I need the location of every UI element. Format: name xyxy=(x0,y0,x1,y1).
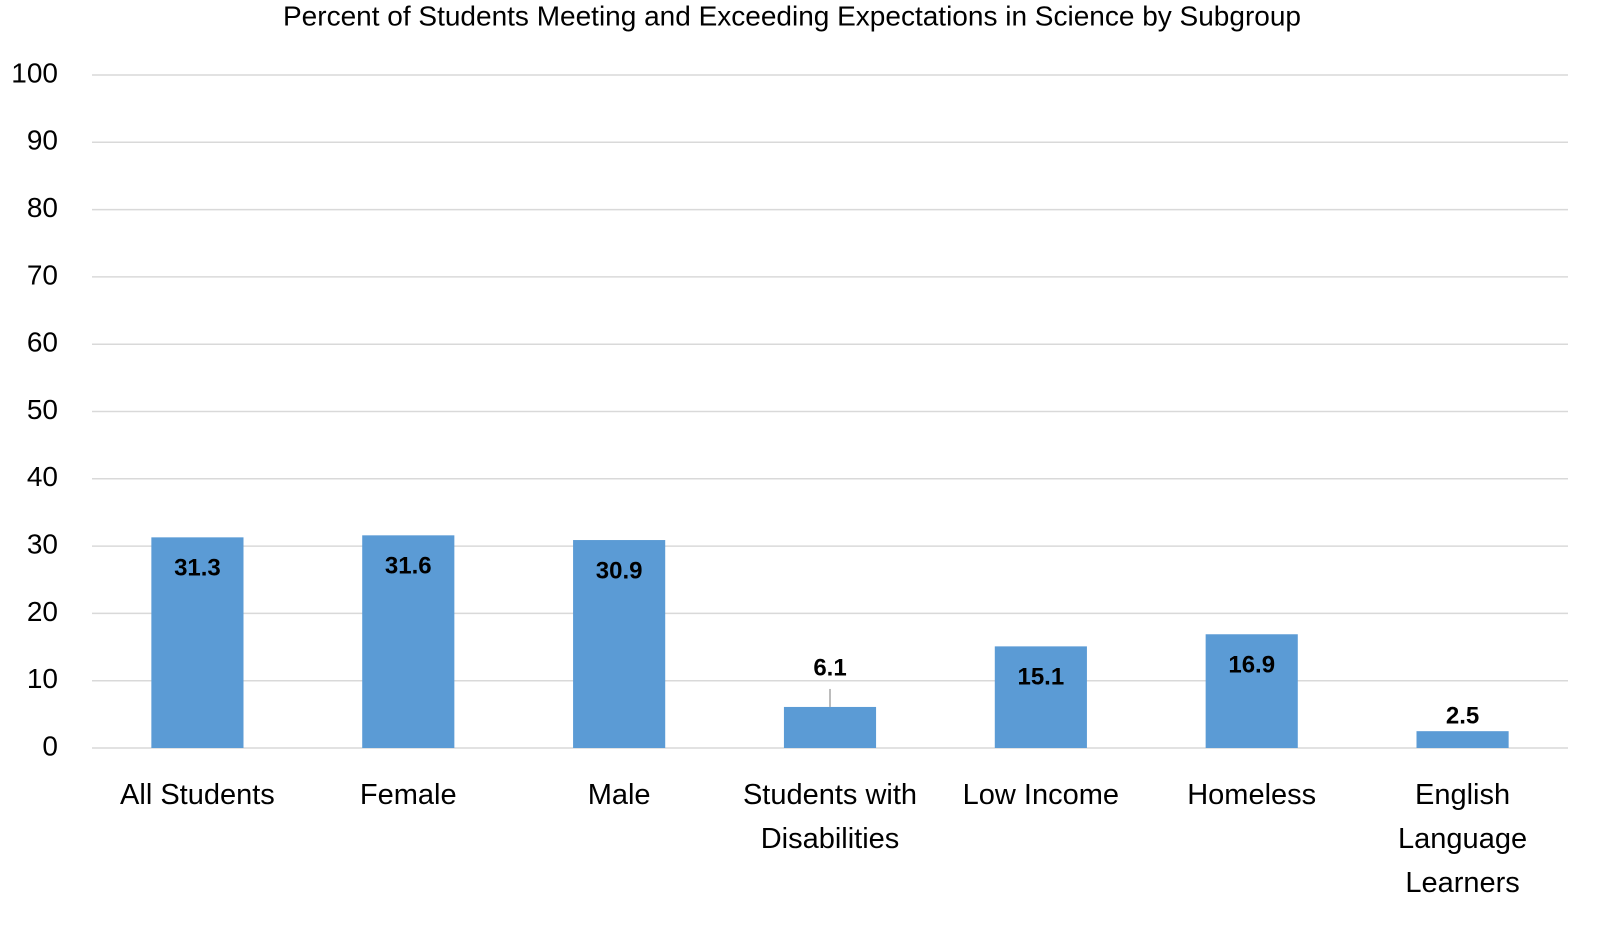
x-tick-label: Low Income xyxy=(962,779,1120,811)
data-label: 2.5 xyxy=(1446,703,1479,730)
x-tick-label: Female xyxy=(359,779,457,811)
x-tick-label: Homeless xyxy=(1187,779,1317,811)
y-tick-label: 80 xyxy=(27,192,58,223)
bar xyxy=(1205,634,1298,748)
y-tick-label: 20 xyxy=(27,596,58,627)
x-tick-label: All Students xyxy=(120,779,275,811)
y-tick-label: 30 xyxy=(27,528,58,559)
bar xyxy=(151,537,244,748)
y-tick-label: 0 xyxy=(42,730,58,761)
bar xyxy=(783,706,877,748)
y-tick-label: 50 xyxy=(27,394,58,425)
bar xyxy=(362,535,455,748)
bar xyxy=(1416,731,1509,748)
y-tick-label: 70 xyxy=(27,259,58,290)
chart-title: Percent of Students Meeting and Exceedin… xyxy=(283,0,1301,31)
x-tick-label: English Language Learners xyxy=(1398,779,1528,899)
data-label: 6.1 xyxy=(813,654,846,681)
y-tick-label: 100 xyxy=(11,57,58,88)
y-tick-label: 40 xyxy=(27,461,58,492)
data-label: 31.6 xyxy=(385,553,432,580)
y-tick-label: 10 xyxy=(27,663,58,694)
bar xyxy=(994,646,1087,748)
data-label: 15.1 xyxy=(1017,664,1064,691)
data-label: 31.3 xyxy=(174,555,221,582)
data-label: 16.9 xyxy=(1228,652,1275,679)
x-tick-label: Students with Disabilities xyxy=(742,779,918,855)
y-tick-label: 60 xyxy=(27,327,58,358)
bar xyxy=(573,540,666,748)
x-tick-label: Male xyxy=(587,779,651,811)
y-tick-label: 90 xyxy=(27,125,58,156)
data-label: 30.9 xyxy=(596,557,643,584)
